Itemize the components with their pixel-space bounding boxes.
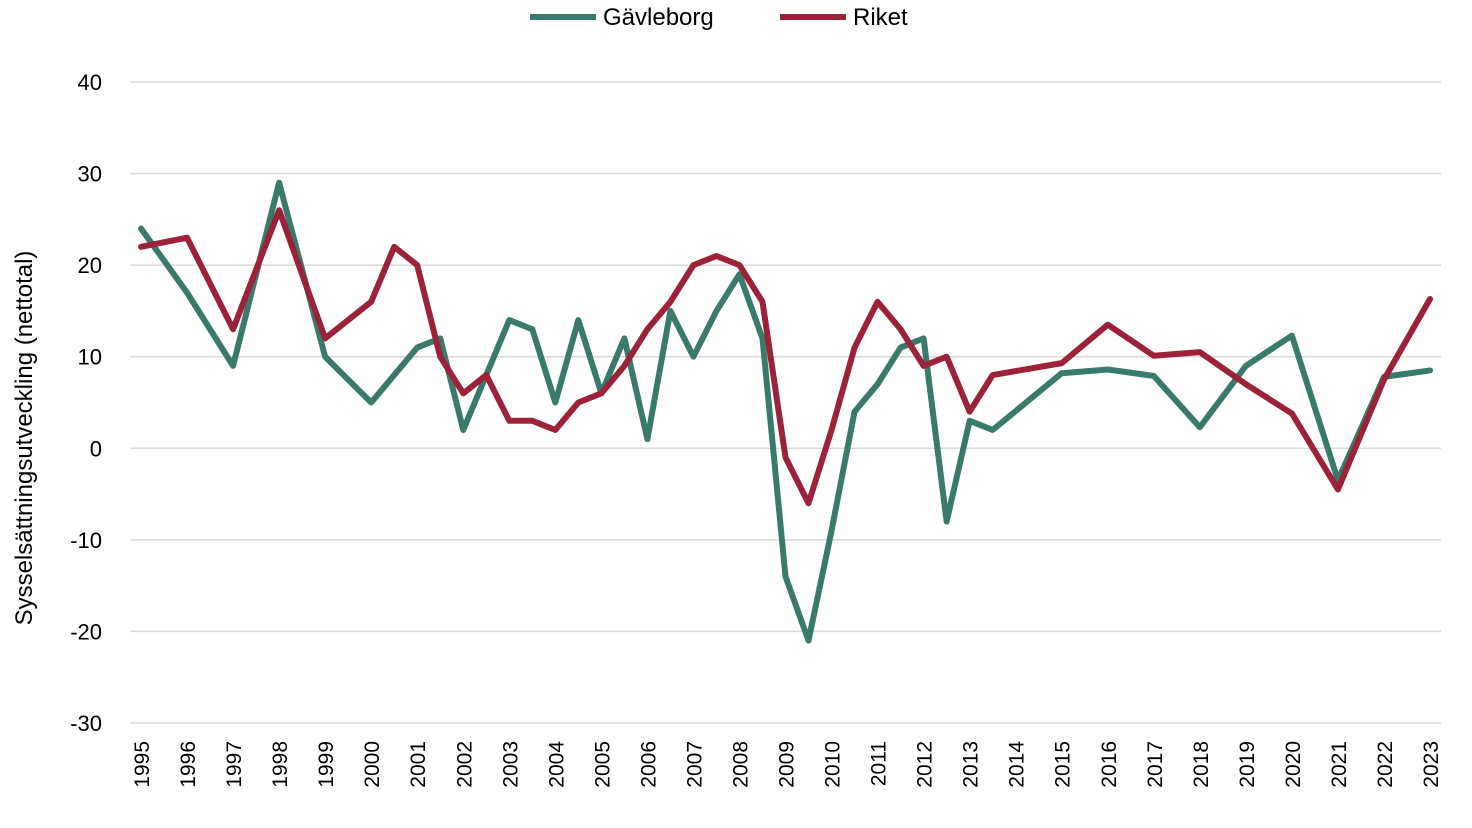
x-tick-label: 2001 xyxy=(407,741,430,788)
y-tick-label: -30 xyxy=(70,711,102,736)
x-tick-label: 1998 xyxy=(269,741,292,788)
legend-label: Gävleborg xyxy=(603,4,714,31)
x-tick-label: 2005 xyxy=(591,741,614,788)
x-tick-label: 2018 xyxy=(1190,741,1213,788)
x-tick-label: 2021 xyxy=(1328,741,1351,788)
x-tick-label: 2019 xyxy=(1236,741,1259,788)
x-tick-label: 2023 xyxy=(1420,741,1443,788)
series-lines xyxy=(138,179,1433,644)
y-tick-label: 20 xyxy=(78,253,102,278)
x-tick-label: 2022 xyxy=(1374,741,1397,788)
x-tick-label: 2002 xyxy=(453,741,476,788)
series-line-1 xyxy=(138,207,1433,507)
x-tick-label: 2007 xyxy=(683,741,706,788)
x-tick-label: 2012 xyxy=(914,741,937,788)
x-tick-label: 2008 xyxy=(729,741,752,788)
x-tick-label: 1996 xyxy=(177,741,200,788)
y-axis-ticks: 40 30 20 10 0 -10 -20 -30 xyxy=(70,70,102,736)
x-tick-label: 2003 xyxy=(499,741,522,788)
y-tick-label: -20 xyxy=(70,619,102,644)
x-tick-label: 2011 xyxy=(868,741,891,786)
x-tick-label: 2000 xyxy=(361,741,384,788)
x-tick-label: 2017 xyxy=(1144,741,1167,788)
y-tick-label: 0 xyxy=(90,436,102,461)
x-tick-label: 2013 xyxy=(960,741,983,788)
x-tick-label: 2014 xyxy=(1006,741,1029,788)
gridlines xyxy=(130,81,1441,724)
x-tick-label: 2006 xyxy=(637,741,660,788)
x-axis-ticks: 1995 1996 1997 1998 1999 2000 2001 2002 2003 2004… xyxy=(131,741,1443,788)
y-tick-label: 40 xyxy=(78,70,102,95)
x-tick-label: 2009 xyxy=(776,741,799,788)
legend: Gävleborg Riket xyxy=(530,4,908,31)
x-tick-label: 2004 xyxy=(545,741,568,788)
x-tick-label: 1997 xyxy=(223,741,246,788)
series-line-0 xyxy=(138,179,1433,644)
x-tick-label: 1995 xyxy=(131,741,154,788)
x-tick-label: 2020 xyxy=(1282,741,1305,788)
x-tick-label: 2010 xyxy=(822,741,845,788)
x-tick-label: 1999 xyxy=(315,741,338,788)
legend-label: Riket xyxy=(853,4,908,31)
x-tick-label: 2016 xyxy=(1098,741,1121,788)
y-tick-label: 30 xyxy=(78,162,102,187)
y-axis-title: Sysselsättningsutveckling (nettotal) xyxy=(11,251,38,626)
x-tick-label: 2015 xyxy=(1052,741,1075,788)
y-tick-label: 10 xyxy=(78,345,102,370)
y-tick-label: -10 xyxy=(70,528,102,553)
